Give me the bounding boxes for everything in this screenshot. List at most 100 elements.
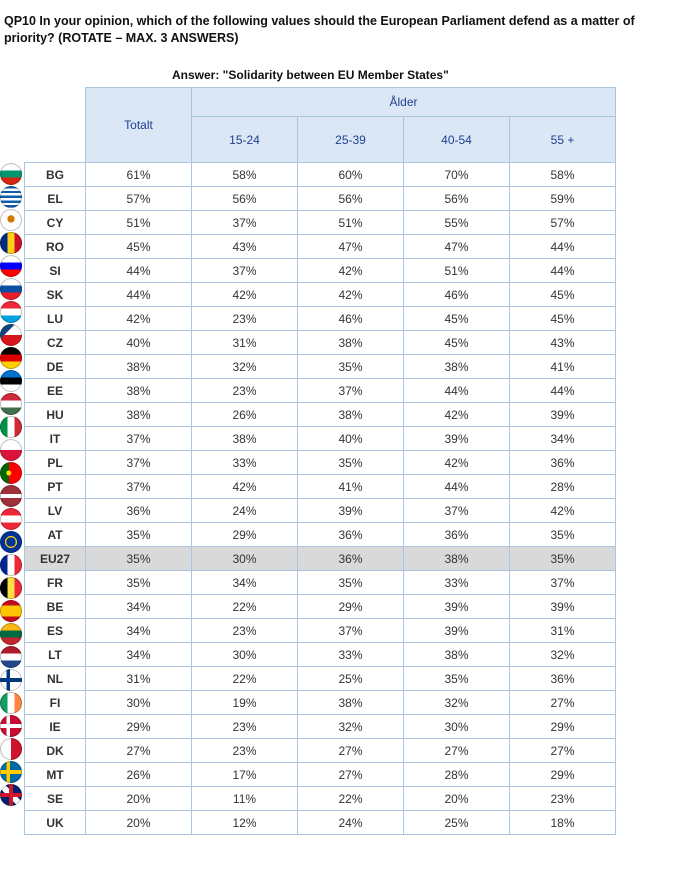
spain-flag-icon	[0, 600, 22, 622]
belgium-flag-icon	[0, 577, 22, 599]
latvia-flag-icon	[0, 485, 22, 507]
header-age-15-24: 15-24	[191, 116, 298, 163]
age-value: 11%	[191, 786, 298, 811]
country-code: NL	[24, 666, 86, 691]
age-value: 34%	[191, 570, 298, 595]
hungary-flag-icon	[0, 393, 22, 415]
age-value: 23%	[191, 378, 298, 403]
age-value: 37%	[297, 378, 404, 403]
age-value: 38%	[403, 642, 510, 667]
germany-flag-icon	[0, 347, 22, 369]
eu-flag-icon	[0, 531, 22, 553]
age-value: 42%	[509, 498, 616, 523]
country-code: PL	[24, 450, 86, 475]
total-value: 44%	[85, 282, 192, 307]
total-value: 35%	[85, 522, 192, 547]
table-row: IT 37% 38% 40% 39% 34%	[24, 426, 616, 451]
country-code: EL	[24, 186, 86, 211]
total-value: 26%	[85, 762, 192, 787]
table-row: DK 27% 23% 27% 27% 27%	[24, 738, 616, 763]
age-value: 19%	[191, 690, 298, 715]
total-value: 40%	[85, 330, 192, 355]
age-value: 22%	[297, 786, 404, 811]
age-value: 59%	[509, 186, 616, 211]
country-code: CY	[24, 210, 86, 235]
header-age-25-39: 25-39	[297, 116, 404, 163]
total-value: 38%	[85, 354, 192, 379]
age-value: 36%	[509, 666, 616, 691]
age-value: 30%	[191, 546, 298, 571]
age-value: 43%	[191, 234, 298, 259]
slovakia-flag-icon	[0, 278, 22, 300]
total-value: 34%	[85, 642, 192, 667]
age-value: 36%	[297, 546, 404, 571]
flag-column	[0, 162, 24, 807]
austria-flag-icon	[0, 508, 22, 530]
age-value: 40%	[297, 426, 404, 451]
total-value: 34%	[85, 594, 192, 619]
table-row: FR 35% 34% 35% 33% 37%	[24, 570, 616, 595]
table-row: RO 45% 43% 47% 47% 44%	[24, 234, 616, 259]
age-value: 12%	[191, 810, 298, 835]
age-value: 37%	[509, 570, 616, 595]
age-value: 38%	[297, 402, 404, 427]
finland-flag-icon	[0, 669, 22, 691]
table-row: DE 38% 32% 35% 38% 41%	[24, 354, 616, 379]
table-row: AT 35% 29% 36% 36% 35%	[24, 522, 616, 547]
question-text: QP10 In your opinion, which of the follo…	[4, 14, 635, 45]
age-value: 24%	[297, 810, 404, 835]
age-value: 42%	[191, 282, 298, 307]
table-row: LV 36% 24% 39% 37% 42%	[24, 498, 616, 523]
total-value: 30%	[85, 690, 192, 715]
age-value: 18%	[509, 810, 616, 835]
country-code: EE	[24, 378, 86, 403]
age-value: 31%	[191, 330, 298, 355]
age-value: 51%	[297, 210, 404, 235]
age-value: 32%	[297, 714, 404, 739]
age-value: 27%	[509, 690, 616, 715]
country-code: IE	[24, 714, 86, 739]
results-table: Totalt Ålder 15-24 25-39 40-54 55 + BG 61…	[24, 87, 616, 835]
country-code: BG	[24, 162, 86, 187]
age-value: 44%	[403, 474, 510, 499]
country-code: ES	[24, 618, 86, 643]
luxembourg-flag-icon	[0, 301, 22, 323]
age-value: 57%	[509, 210, 616, 235]
age-value: 46%	[403, 282, 510, 307]
age-value: 37%	[403, 498, 510, 523]
age-value: 27%	[297, 738, 404, 763]
header-corner	[24, 87, 86, 163]
country-code: SK	[24, 282, 86, 307]
age-value: 22%	[191, 594, 298, 619]
age-value: 23%	[191, 714, 298, 739]
header-age-group: Ålder	[191, 87, 616, 117]
country-code: LU	[24, 306, 86, 331]
age-value: 43%	[509, 330, 616, 355]
age-value: 23%	[509, 786, 616, 811]
table-body: BG 61% 58% 60% 70% 58% EL 57% 56% 56% 56% 59% CY 51% 3…	[24, 162, 616, 835]
age-value: 27%	[297, 762, 404, 787]
age-value: 42%	[403, 402, 510, 427]
table-row: CZ 40% 31% 38% 45% 43%	[24, 330, 616, 355]
age-value: 38%	[297, 330, 404, 355]
country-code: AT	[24, 522, 86, 547]
age-value: 45%	[509, 282, 616, 307]
age-value: 28%	[509, 474, 616, 499]
country-code: SI	[24, 258, 86, 283]
age-value: 33%	[191, 450, 298, 475]
age-value: 42%	[191, 474, 298, 499]
table-row: LT 34% 30% 33% 38% 32%	[24, 642, 616, 667]
age-value: 26%	[191, 402, 298, 427]
header-age-55-plus: 55 +	[509, 116, 616, 163]
country-code: BE	[24, 594, 86, 619]
age-value: 33%	[297, 642, 404, 667]
age-value: 39%	[297, 498, 404, 523]
age-value: 41%	[509, 354, 616, 379]
age-value: 35%	[509, 522, 616, 547]
age-value: 51%	[403, 258, 510, 283]
answer-caption: Answer: "Solidarity between EU Member St…	[172, 68, 449, 82]
age-value: 38%	[297, 690, 404, 715]
table-row: SI 44% 37% 42% 51% 44%	[24, 258, 616, 283]
age-value: 27%	[403, 738, 510, 763]
age-value: 22%	[191, 666, 298, 691]
